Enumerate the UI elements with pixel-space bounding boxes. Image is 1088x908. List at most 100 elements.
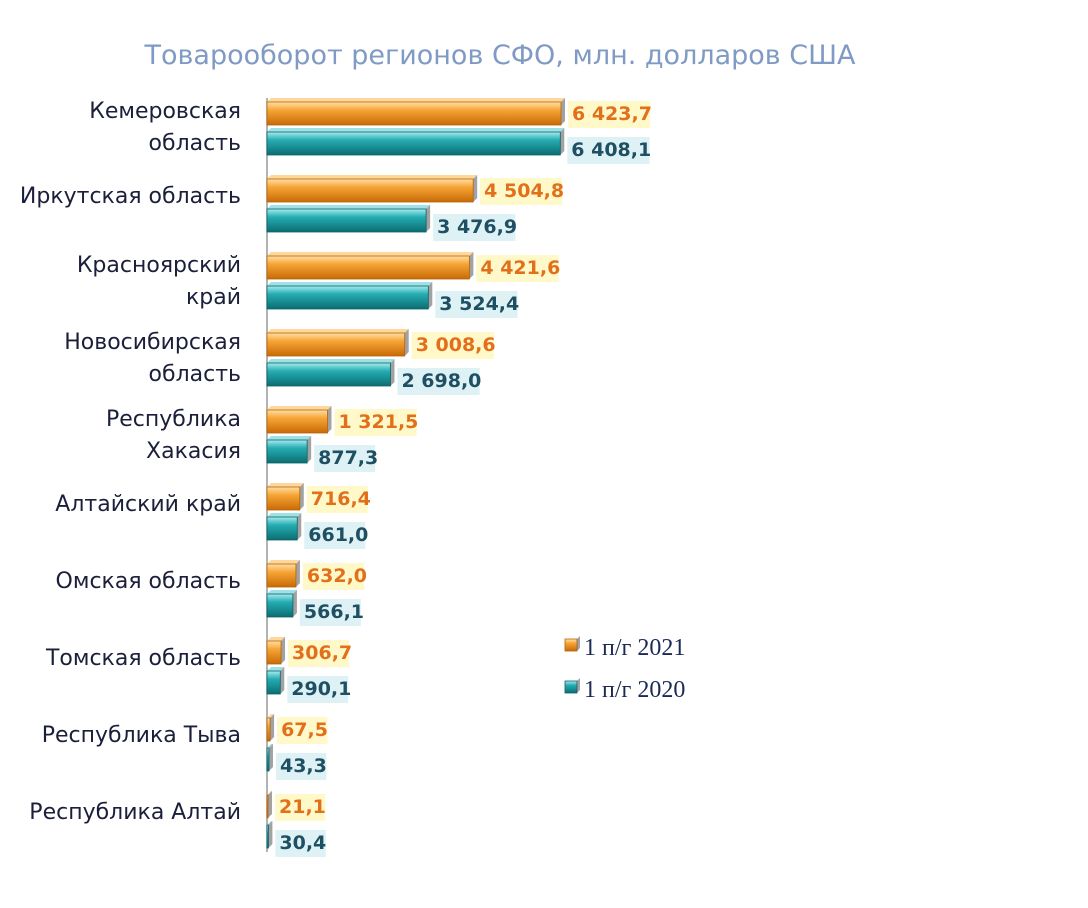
- data-label: 3 476,9: [437, 216, 517, 238]
- data-label-bg: [568, 101, 651, 128]
- bar-depth-top: [267, 667, 285, 671]
- data-label-bg: [435, 291, 518, 318]
- bar-depth-side: [426, 205, 431, 232]
- data-label-bg: [397, 368, 480, 395]
- bar-series-2020: [266, 131, 561, 156]
- bar-depth-side: [292, 590, 297, 617]
- data-label: 1 321,5: [338, 411, 418, 433]
- bar-depth-side: [390, 359, 395, 386]
- bar-depth-side: [561, 98, 565, 125]
- data-label: 566,1: [304, 601, 364, 623]
- bar-series-2021: [266, 101, 562, 126]
- data-label: 3 008,6: [416, 334, 496, 356]
- bar-series-2020: [266, 747, 270, 772]
- category-label: Республика: [106, 407, 241, 432]
- bar-depth-side: [428, 282, 433, 309]
- bar-series-2021: [266, 332, 406, 357]
- data-label-bg: [306, 486, 368, 513]
- bar-series-2020: [266, 285, 429, 310]
- category-label: Омская область: [56, 569, 241, 594]
- bar-series-2020: [266, 824, 269, 849]
- bar-depth-top: [267, 791, 272, 795]
- bar-series-2020: [266, 670, 281, 695]
- bar-series-2021: [266, 717, 271, 742]
- bar-depth-side: [307, 436, 312, 463]
- bar-depth-side: [299, 483, 304, 510]
- category-label: Томская область: [45, 646, 241, 671]
- data-label-bg: [433, 214, 516, 241]
- data-label-bg: [275, 794, 326, 821]
- bar-depth-top: [267, 329, 409, 333]
- legend-label: 1 п/г 2021: [584, 635, 685, 661]
- data-label-bg: [275, 830, 326, 857]
- category-label: Республика Алтай: [29, 800, 241, 825]
- data-label-bg: [288, 640, 350, 667]
- category-label: область: [149, 131, 241, 156]
- data-label: 877,3: [318, 447, 378, 469]
- bar-series-2020: [266, 362, 391, 387]
- bar-depth-side: [268, 821, 273, 848]
- bar-depth-side: [469, 252, 474, 279]
- bar-depth-top: [267, 406, 332, 410]
- category-label: Республика Тыва: [42, 723, 241, 748]
- category-label: Кемеровская: [89, 99, 241, 124]
- bar-series-2021: [266, 486, 301, 511]
- bar-depth-top: [267, 282, 433, 286]
- legend-swatch-depth: [577, 678, 580, 693]
- bar-depth-top: [267, 821, 273, 825]
- bar-series-2020: [266, 516, 298, 541]
- data-label: 21,1: [279, 796, 326, 818]
- data-label: 290,1: [291, 678, 351, 700]
- bar-depth-top: [267, 175, 478, 179]
- data-label: 67,5: [281, 719, 328, 741]
- data-label-bg: [480, 178, 563, 205]
- bar-series-2020: [266, 439, 308, 464]
- bar-series-2021: [266, 794, 269, 819]
- bar-series-2020: [266, 593, 294, 618]
- data-label: 2 698,0: [401, 370, 481, 392]
- bar-depth-top: [267, 252, 474, 256]
- data-label-bg: [302, 563, 364, 590]
- bar-series-2020: [266, 208, 427, 233]
- data-label-bg: [411, 332, 494, 359]
- data-label: 716,4: [311, 488, 371, 510]
- bar-series-2021: [266, 409, 328, 434]
- bar-depth-side: [280, 667, 285, 694]
- data-label: 6 423,7: [572, 103, 652, 125]
- data-label: 4 504,8: [484, 180, 564, 202]
- data-label: 661,0: [308, 524, 368, 546]
- bar-depth-side: [281, 637, 286, 664]
- bar-depth-side: [268, 791, 272, 818]
- category-label: область: [149, 362, 241, 387]
- bar-depth-top: [267, 128, 565, 132]
- bar-depth-top: [267, 359, 395, 363]
- legend-swatch: [564, 638, 578, 652]
- data-label: 30,4: [279, 832, 326, 854]
- bar-depth-top: [267, 560, 300, 564]
- bar-depth-side: [404, 329, 409, 356]
- bar-depth-top: [267, 98, 565, 102]
- data-label: 306,7: [292, 642, 352, 664]
- bar-series-2021: [266, 563, 297, 588]
- bar-depth-side: [560, 128, 565, 155]
- bar-depth-side: [473, 175, 478, 202]
- data-label-bg: [275, 753, 327, 780]
- bar-series-2021: [266, 255, 470, 280]
- category-label: Хакасия: [146, 439, 241, 464]
- data-label-bg: [476, 255, 559, 282]
- data-label-bg: [567, 137, 650, 164]
- data-label: 43,3: [280, 755, 327, 777]
- bar-depth-top: [267, 436, 312, 440]
- data-label-bg: [299, 599, 361, 626]
- category-label: Новосибирская: [64, 330, 241, 355]
- bar-depth-side: [297, 513, 302, 540]
- bar-depth-top: [267, 714, 275, 718]
- data-label-bg: [277, 717, 328, 744]
- bar-depth-top: [267, 513, 302, 517]
- data-label-bg: [304, 522, 366, 549]
- bar-depth-top: [267, 483, 304, 487]
- bar-depth-side: [295, 560, 300, 587]
- bar-depth-side: [268, 744, 273, 771]
- data-label: 4 421,6: [480, 257, 560, 279]
- category-label: Красноярский: [77, 253, 241, 278]
